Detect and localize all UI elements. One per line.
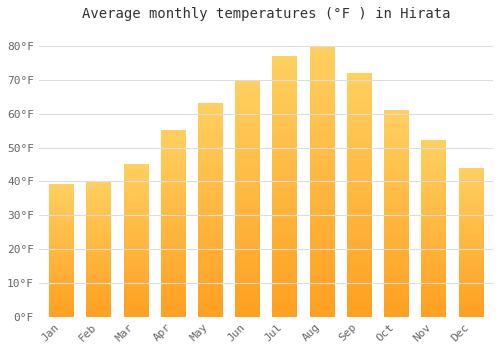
- Title: Average monthly temperatures (°F ) in Hirata: Average monthly temperatures (°F ) in Hi…: [82, 7, 450, 21]
